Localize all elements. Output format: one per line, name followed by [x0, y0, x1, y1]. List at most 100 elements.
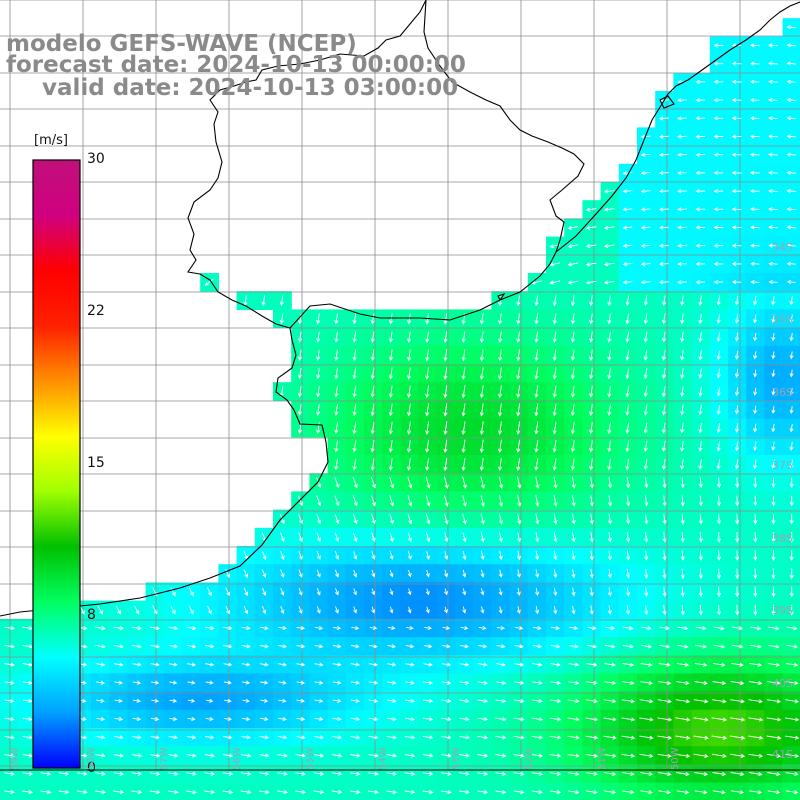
wind-arrow — [386, 753, 398, 758]
colorbar-tick: 8 — [87, 607, 96, 623]
wind-arrow — [495, 753, 507, 758]
wind-arrow — [753, 314, 758, 324]
wind-arrow — [785, 753, 800, 758]
wind-arrow — [677, 626, 689, 631]
wind-arrow — [480, 532, 485, 543]
wind-arrow — [334, 458, 339, 471]
wind-arrow — [553, 550, 558, 561]
wind-arrow — [786, 152, 797, 157]
wind-arrow — [695, 280, 706, 285]
wind-arrow — [277, 753, 288, 758]
wind-arrow — [589, 367, 594, 380]
wind-arrow — [370, 385, 375, 398]
wind-arrow — [113, 771, 125, 776]
wind-arrow — [604, 790, 617, 795]
wind-arrow — [516, 385, 521, 399]
wind-arrow — [334, 477, 340, 489]
wind-arrow — [658, 225, 669, 230]
wind-arrow — [132, 680, 142, 685]
wind-arrow — [334, 495, 340, 507]
wind-arrow — [589, 385, 594, 398]
wind-arrow — [133, 605, 140, 615]
wind-arrow — [553, 532, 558, 543]
wind-arrow — [477, 662, 488, 667]
wind-arrow — [351, 644, 360, 649]
wind-arrow — [479, 403, 484, 417]
wind-arrow — [186, 735, 197, 740]
wind-arrow — [131, 644, 142, 649]
wind-arrow — [223, 680, 232, 685]
wind-arrow — [149, 789, 161, 795]
wind-arrow — [585, 699, 599, 704]
wind-arrow — [789, 604, 794, 616]
wind-arrow — [786, 25, 797, 30]
wind-arrow — [784, 717, 800, 722]
wind-arrow — [748, 680, 763, 686]
wind-arrow — [297, 404, 302, 416]
wind-arrow — [259, 662, 269, 667]
wind-arrow — [371, 532, 376, 543]
wind-arrow — [604, 662, 616, 667]
wind-arrow — [243, 569, 249, 579]
wind-arrow — [388, 421, 393, 435]
colorbar-tick: 30 — [87, 151, 105, 167]
wind-arrow — [441, 698, 452, 704]
wind-arrow — [748, 753, 764, 758]
wind-arrow — [677, 116, 687, 121]
wind-arrow — [187, 698, 196, 703]
wind-arrow — [735, 513, 740, 525]
wind-arrow — [352, 495, 358, 507]
wind-arrow — [368, 680, 379, 685]
wind-arrow — [735, 568, 740, 580]
wind-arrow — [280, 550, 285, 560]
wind-arrow — [771, 550, 776, 561]
wind-arrow — [553, 495, 558, 507]
wind-arrow — [316, 422, 321, 435]
lon-label: 51W — [597, 747, 608, 770]
wind-arrow — [680, 368, 685, 379]
wind-arrow — [644, 495, 649, 507]
wind-arrow — [731, 152, 742, 157]
wind-arrow — [607, 313, 612, 325]
wind-arrow — [353, 551, 358, 560]
wind-arrow — [296, 626, 306, 631]
wind-arrow — [677, 280, 687, 285]
wind-arrow — [22, 717, 33, 722]
wind-arrow — [240, 753, 252, 758]
wind-arrow — [658, 170, 669, 176]
wind-arrow — [352, 440, 357, 453]
wind-arrow — [658, 189, 669, 194]
wind-arrow — [643, 349, 648, 361]
wind-arrow — [568, 644, 579, 649]
wind-arrow — [734, 405, 739, 415]
wind-arrow — [261, 295, 266, 307]
wind-arrow — [425, 385, 430, 399]
wind-arrow — [260, 716, 269, 722]
wind-arrow — [316, 477, 322, 489]
wind-arrow — [388, 349, 393, 362]
wind-arrow — [695, 170, 706, 175]
wind-arrow — [713, 152, 724, 157]
wind-arrow — [571, 569, 576, 579]
wind-arrow — [368, 789, 379, 795]
wind-arrow — [443, 349, 448, 362]
wind-arrow — [407, 476, 413, 489]
wind-arrow — [443, 367, 448, 380]
wind-arrow — [370, 367, 375, 380]
wind-arrow — [241, 735, 251, 740]
wind-arrow — [752, 295, 758, 306]
wind-arrow — [676, 790, 690, 795]
wind-arrow — [644, 568, 649, 579]
wind-arrow — [423, 644, 433, 649]
wind-arrow — [789, 351, 794, 360]
wind-arrow — [422, 789, 434, 795]
wind-arrow — [444, 532, 449, 543]
wind-arrow — [749, 61, 760, 66]
wind-arrow — [603, 735, 617, 740]
wind-arrow — [169, 716, 178, 722]
wind-arrow — [569, 626, 579, 631]
wind-arrow — [748, 735, 764, 740]
wind-arrow — [622, 790, 635, 795]
wind-arrow — [459, 771, 470, 776]
wind-arrow — [461, 385, 466, 399]
